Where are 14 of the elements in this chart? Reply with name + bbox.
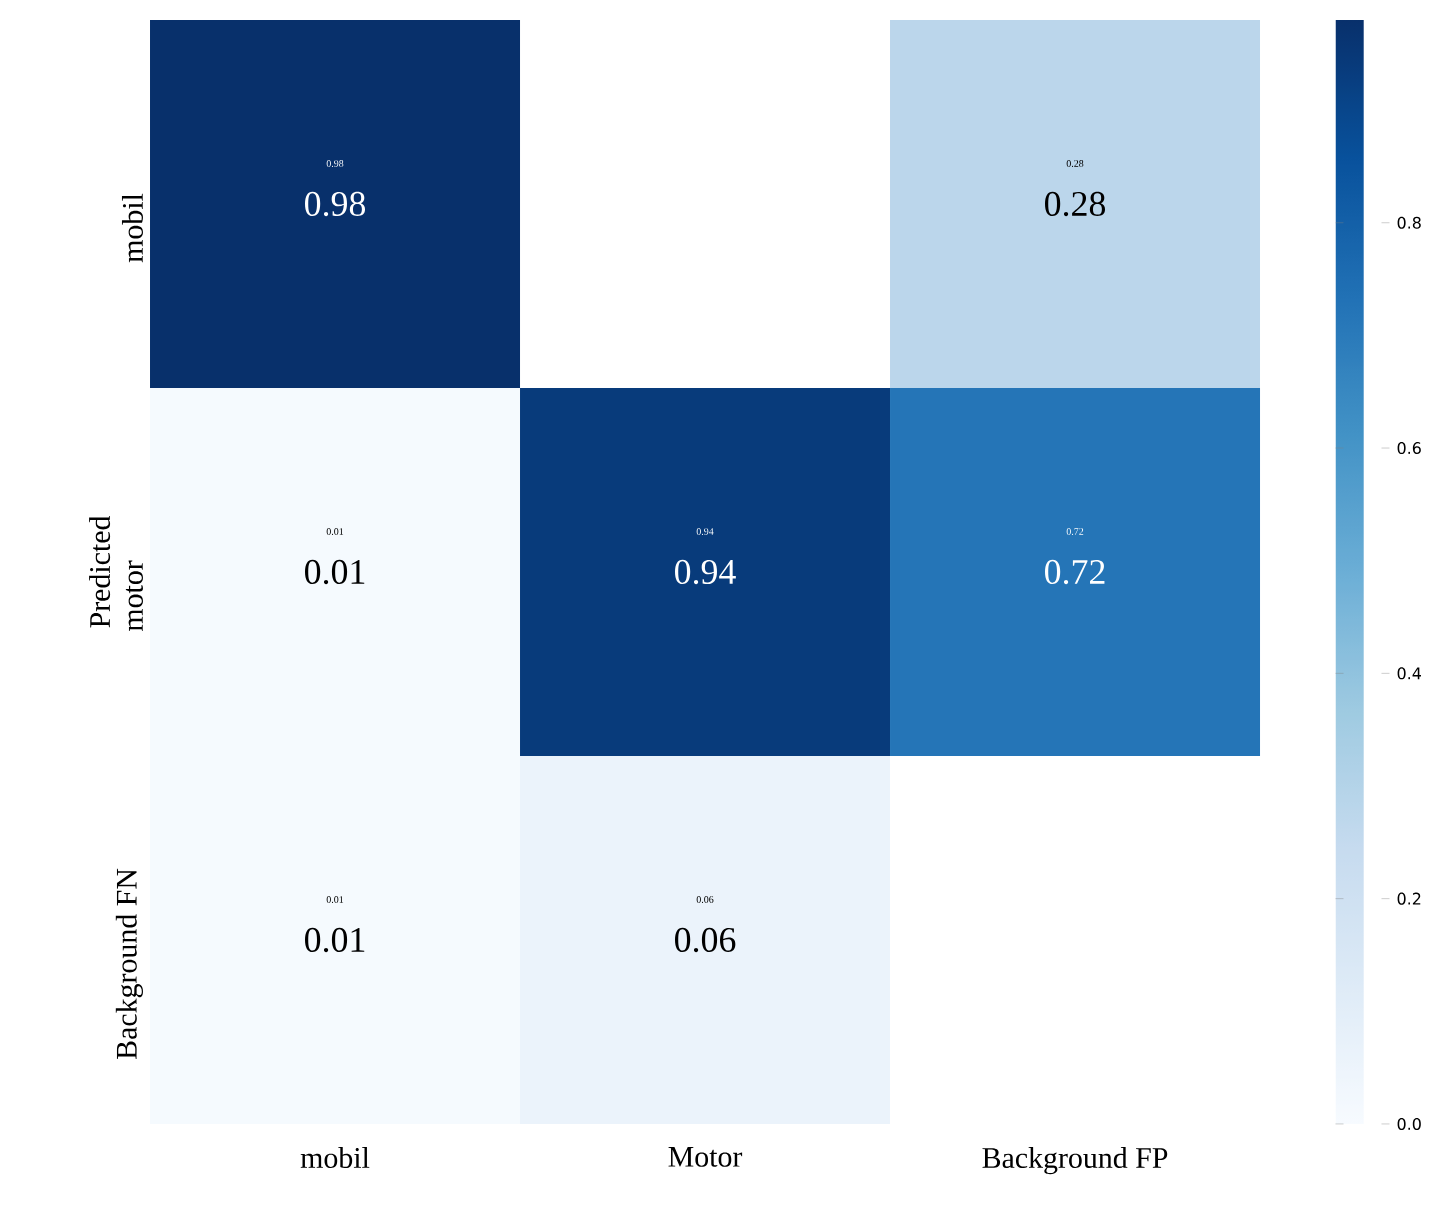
y-axis-title: Predicted <box>89 515 111 628</box>
data-label: 0.28 <box>1045 191 1106 217</box>
x-tick-label: Background FP <box>982 1147 1168 1175</box>
data-label: 0.01 <box>305 559 365 585</box>
data-label: 0.72 <box>1045 559 1105 585</box>
data-label: 0.98 <box>305 191 366 217</box>
data-label: 0.01 <box>305 927 365 953</box>
data-label: 0.94 <box>675 559 736 585</box>
data-label: 0.06 <box>675 927 736 953</box>
y-tick-label: Background FN <box>115 868 143 1059</box>
y-tick-label: mobil <box>121 193 143 263</box>
x-tick-label: mobil <box>300 1147 370 1169</box>
x-tick-label: Motor <box>668 1147 743 1167</box>
y-tick-label: motor <box>125 560 143 632</box>
